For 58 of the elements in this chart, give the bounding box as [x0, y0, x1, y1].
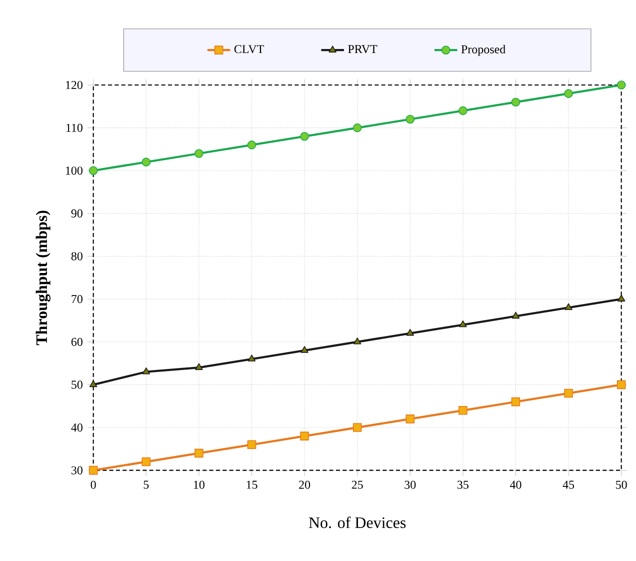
y-tick-label: 30 [71, 466, 82, 474]
point [512, 312, 520, 319]
point [248, 354, 256, 362]
point [247, 140, 256, 150]
point [194, 448, 204, 458]
point [511, 98, 520, 107]
point [142, 158, 151, 166]
point [459, 320, 467, 328]
x-tick-label: 40 [510, 480, 522, 489]
y-tick-label: 60 [71, 338, 82, 346]
point [564, 89, 573, 98]
point [195, 363, 203, 370]
y-axis-title: Throughput (mbps) [36, 210, 50, 346]
point [247, 440, 256, 450]
point [352, 423, 362, 432]
point [406, 114, 415, 124]
x-tick-label: 30 [404, 480, 416, 489]
x-axis-title: No. of Devices [308, 516, 406, 528]
point [458, 406, 468, 415]
point [616, 80, 626, 90]
y-tick-label: 70 [72, 295, 82, 304]
legend-label: Proposed [461, 44, 506, 56]
y-tick-label: 50 [72, 380, 82, 389]
point [353, 337, 362, 344]
point [616, 380, 626, 390]
point [300, 132, 309, 141]
point [564, 303, 572, 310]
point [142, 367, 150, 374]
x-tick-label: 5 [144, 480, 149, 489]
x-tick-label: 15 [246, 480, 258, 489]
point [352, 123, 362, 132]
point [458, 106, 468, 116]
legend-label: PRVT [348, 45, 378, 54]
point [194, 149, 204, 158]
y-tick-label: 120 [66, 80, 82, 90]
x-tick-label: 35 [458, 480, 468, 489]
point [300, 432, 309, 440]
point [142, 457, 151, 466]
y-tick-label: 80 [71, 252, 82, 260]
legend-label: CLVT [234, 45, 264, 54]
x-tick-label: 0 [90, 480, 96, 489]
y-tick-label: 40 [71, 423, 82, 432]
y-tick-label: 90 [71, 209, 82, 218]
point [88, 166, 98, 176]
x-tick-label: 45 [562, 480, 574, 489]
point [300, 346, 308, 353]
x-tick-label: 20 [299, 480, 310, 489]
point [406, 328, 414, 336]
x-tick-label: 50 [616, 480, 627, 489]
point [617, 294, 626, 302]
point [511, 397, 520, 406]
point [406, 414, 415, 424]
point [88, 466, 98, 475]
x-tick-label: 10 [194, 480, 204, 489]
x-tick-label: 25 [352, 480, 363, 489]
point [564, 388, 573, 398]
y-tick-label: 110 [66, 124, 82, 132]
y-tick-label: 100 [66, 166, 82, 175]
